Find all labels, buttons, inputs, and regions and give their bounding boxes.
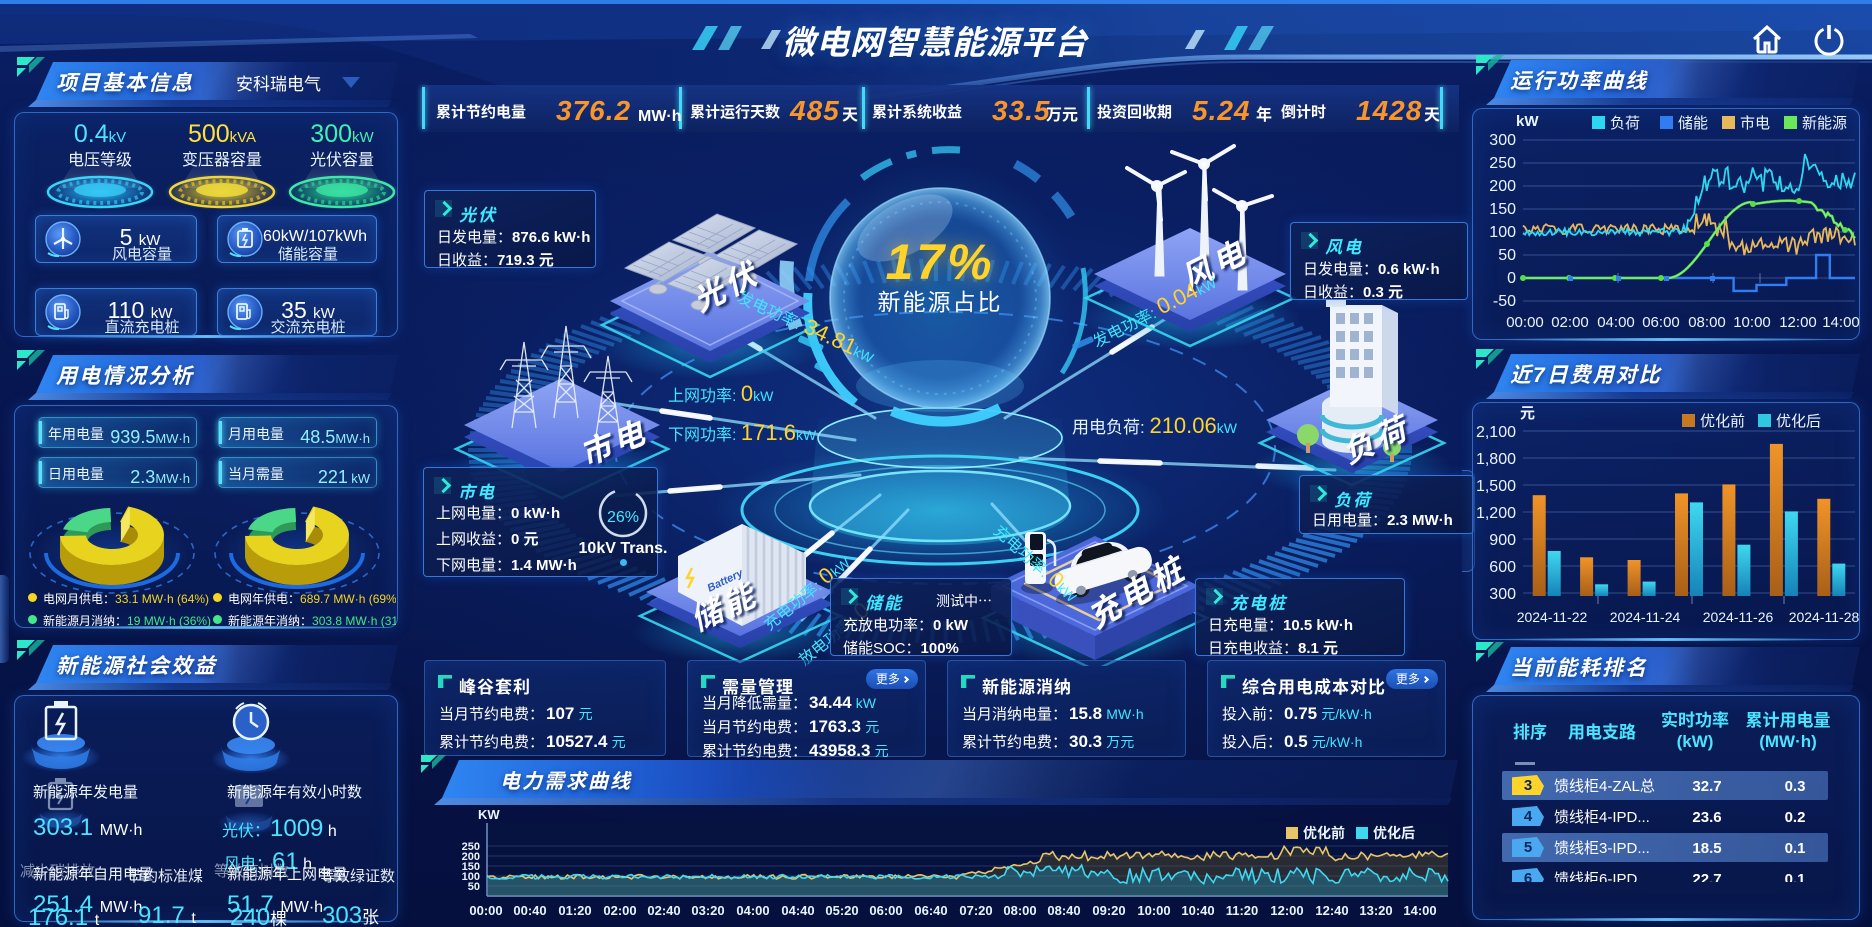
svg-text:250: 250 [1489,149,1516,173]
svg-text:04:40: 04:40 [781,900,814,919]
svg-text:0: 0 [1507,264,1516,288]
svg-text:元: 元 [1520,402,1535,423]
svg-text:05:20: 05:20 [825,900,858,919]
svg-text:08:00: 08:00 [1688,311,1726,332]
svg-text:02:00: 02:00 [1551,311,1589,332]
svg-text:150: 150 [1489,195,1516,219]
svg-text:08:00: 08:00 [1003,900,1036,919]
svg-text:2,100: 2,100 [1476,418,1516,442]
svg-text:2024-11-24: 2024-11-24 [1610,607,1681,627]
svg-text:04:00: 04:00 [1597,311,1635,332]
svg-text:900: 900 [1489,526,1516,550]
svg-text:12:00: 12:00 [1270,900,1303,919]
svg-text:250: 250 [462,838,480,854]
svg-text:50: 50 [1498,241,1516,265]
svg-text:07:20: 07:20 [959,900,992,919]
svg-text:02:00: 02:00 [603,900,636,919]
svg-text:14:00: 14:00 [1822,311,1860,332]
svg-text:02:40: 02:40 [647,900,680,919]
svg-text:11:20: 11:20 [1226,900,1259,919]
svg-text:10:00: 10:00 [1733,311,1771,332]
svg-text:-50: -50 [1493,287,1516,311]
svg-text:100: 100 [462,868,480,884]
svg-text:优化前: 优化前 [1303,823,1345,843]
svg-text:优化前: 优化前 [1700,410,1745,431]
svg-text:06:40: 06:40 [914,900,947,919]
svg-text:负荷: 负荷 [1610,112,1640,133]
svg-text:100: 100 [1489,218,1516,242]
svg-text:06:00: 06:00 [1642,311,1680,332]
svg-text:150: 150 [462,858,480,874]
svg-text:300: 300 [1489,126,1516,150]
svg-text:优化后: 优化后 [1776,410,1821,431]
svg-text:00:00: 00:00 [1506,311,1544,332]
svg-text:市电: 市电 [1740,112,1770,133]
svg-text:新能源: 新能源 [1802,112,1847,133]
svg-text:2024-11-26: 2024-11-26 [1703,607,1774,627]
svg-text:13:20: 13:20 [1359,900,1392,919]
svg-text:200: 200 [462,848,480,864]
svg-text:KW: KW [478,805,500,823]
svg-text:03:20: 03:20 [691,900,724,919]
svg-text:2024-11-22: 2024-11-22 [1517,607,1588,627]
svg-text:04:00: 04:00 [736,900,769,919]
svg-text:300: 300 [1489,580,1516,604]
svg-text:06:00: 06:00 [869,900,902,919]
svg-text:600: 600 [1489,553,1516,577]
svg-text:200: 200 [1489,172,1516,196]
svg-text:00:00: 00:00 [469,900,502,919]
svg-text:09:20: 09:20 [1092,900,1125,919]
svg-text:12:00: 12:00 [1779,311,1817,332]
svg-text:1,500: 1,500 [1476,472,1516,496]
svg-text:14:00: 14:00 [1403,900,1436,919]
svg-text:储能: 储能 [1678,112,1708,133]
svg-text:优化后: 优化后 [1373,823,1415,843]
svg-text:2024-11-28: 2024-11-28 [1789,607,1860,627]
svg-text:01:20: 01:20 [558,900,591,919]
svg-text:12:40: 12:40 [1315,900,1348,919]
svg-text:1,200: 1,200 [1476,499,1516,523]
svg-text:1,800: 1,800 [1476,445,1516,469]
svg-text:08:40: 08:40 [1047,900,1080,919]
svg-text:kW: kW [1516,110,1539,131]
svg-text:00:40: 00:40 [513,900,546,919]
svg-text:10:40: 10:40 [1181,900,1214,919]
svg-text:50: 50 [468,878,480,894]
svg-text:10:00: 10:00 [1137,900,1170,919]
